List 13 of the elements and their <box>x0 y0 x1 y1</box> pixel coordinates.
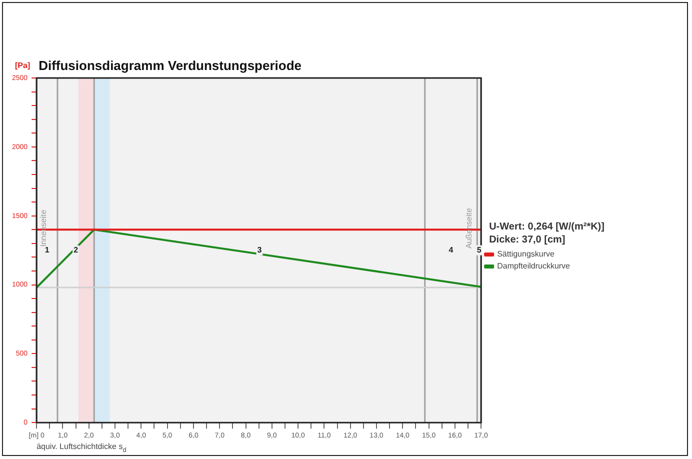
ref-line-label: Innenseite <box>38 209 48 247</box>
legend-label: Dampfteildruckkurve <box>497 262 571 271</box>
band-label: 4 <box>448 246 454 255</box>
band-label: 5 <box>476 246 482 255</box>
legend-label: Sättigungskurve <box>497 250 556 259</box>
text: Dicke: 37,0 [cm] <box>489 234 566 246</box>
ref-line-label: Außenseite <box>464 208 474 249</box>
band-label: 3 <box>257 246 262 255</box>
band-label: 2 <box>74 246 79 255</box>
y-axis-title: [Pa] <box>15 61 30 70</box>
text: U-Wert: 0,264 [W/(m²*K)] <box>489 222 604 232</box>
chart-title: Diffusionsdiagramm Verdunstungsperiode <box>38 58 302 73</box>
band-label: 1 <box>44 246 50 255</box>
